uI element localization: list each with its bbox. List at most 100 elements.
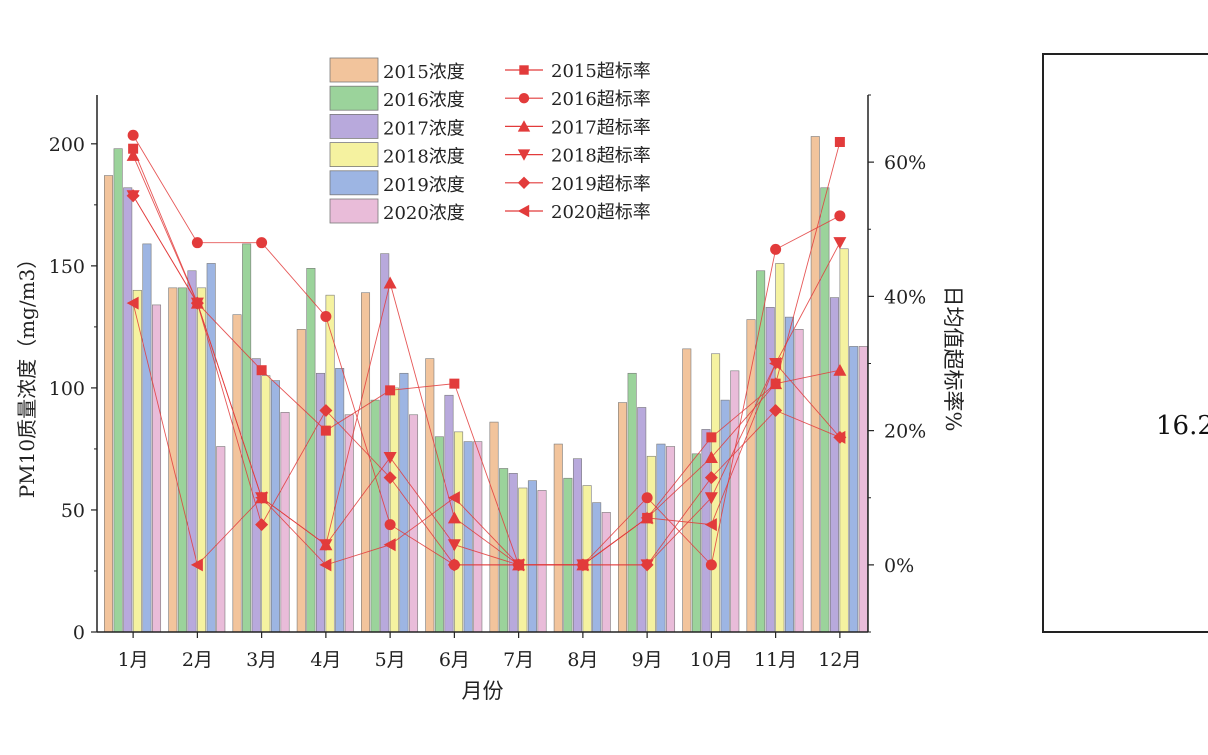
x-tick-label: 7月 <box>503 649 534 671</box>
point <box>256 237 268 249</box>
bar <box>810 136 820 633</box>
point <box>641 492 653 504</box>
bar <box>206 263 216 633</box>
point <box>517 149 531 161</box>
point <box>705 559 717 571</box>
bar <box>849 346 859 633</box>
bar <box>187 270 197 633</box>
right-tick-label: 40% <box>884 286 926 308</box>
point <box>320 311 332 323</box>
legend-label: 2016超标率 <box>551 89 651 110</box>
bar <box>409 414 419 633</box>
bar <box>399 372 409 633</box>
bar <box>691 453 701 633</box>
bar-layer <box>104 136 868 633</box>
point <box>255 491 268 505</box>
point <box>833 363 847 376</box>
point <box>319 558 332 572</box>
legend-label: 2018超标率 <box>551 146 651 167</box>
bar <box>380 253 390 633</box>
point <box>256 365 267 376</box>
legend-label: 2020超标率 <box>551 202 651 223</box>
x-tick-label: 3月 <box>246 649 277 671</box>
bar <box>454 431 464 633</box>
bar <box>508 473 518 633</box>
bar <box>152 304 162 633</box>
bar <box>232 314 242 633</box>
legend-label: 2019超标率 <box>551 174 651 195</box>
bar <box>627 372 637 633</box>
left-tick-label: 150 <box>49 256 85 278</box>
bar <box>216 446 226 633</box>
bar <box>370 399 380 633</box>
right-tick-label: 60% <box>884 152 926 174</box>
x-tick-label: 9月 <box>632 649 663 671</box>
legend-swatch <box>329 198 379 224</box>
point <box>704 450 718 463</box>
point <box>449 378 460 389</box>
point <box>383 451 397 464</box>
side-panel: 16.2 <box>1042 53 1208 633</box>
bar <box>794 329 804 633</box>
legend-swatch <box>329 114 379 139</box>
point <box>383 538 396 552</box>
bar <box>618 402 628 633</box>
point <box>447 511 461 524</box>
point <box>512 558 525 572</box>
bar <box>296 329 306 633</box>
point <box>190 296 204 310</box>
point <box>384 519 396 531</box>
legend-swatch <box>329 170 379 196</box>
point <box>190 558 203 572</box>
point <box>320 425 331 436</box>
point <box>517 120 531 132</box>
bar <box>434 436 444 633</box>
bar <box>113 148 123 633</box>
bar <box>104 175 114 633</box>
point <box>517 204 530 218</box>
legend-swatch <box>329 57 379 83</box>
left-tick-label: 200 <box>49 134 85 156</box>
bar <box>553 443 563 633</box>
point <box>704 492 718 505</box>
bar <box>775 263 785 633</box>
point <box>127 129 139 141</box>
left-axis-title: PM10质量浓度（mg/m3） <box>15 249 39 499</box>
bar <box>682 348 692 633</box>
bar <box>765 307 775 633</box>
legend-label: 2016浓度 <box>383 90 465 111</box>
left-tick-label: 100 <box>49 378 85 400</box>
bar <box>261 375 271 633</box>
bar <box>270 380 280 633</box>
legend-swatch <box>329 85 379 111</box>
point <box>769 377 783 390</box>
bar <box>132 289 142 633</box>
point <box>447 539 461 552</box>
bar <box>746 319 756 633</box>
point <box>447 558 461 572</box>
x-tick-label: 6月 <box>439 649 470 671</box>
x-tick-label: 10月 <box>690 649 733 671</box>
bar <box>242 243 252 633</box>
point <box>834 136 845 147</box>
legend-label: 2019浓度 <box>383 175 465 196</box>
legend-label: 2020浓度 <box>383 203 465 224</box>
bar <box>123 187 133 633</box>
series-line <box>132 195 841 566</box>
bar <box>572 458 582 633</box>
legend-swatch <box>329 142 379 168</box>
point <box>769 403 783 417</box>
bar <box>730 370 740 633</box>
x-tick-label: 1月 <box>118 649 149 671</box>
point <box>126 189 140 203</box>
point <box>517 176 531 189</box>
point <box>576 558 589 572</box>
side-panel-value: 16.2 <box>1156 411 1208 441</box>
point <box>704 471 718 485</box>
bar <box>499 468 509 633</box>
point <box>447 491 460 505</box>
x-tick-label: 8月 <box>567 649 598 671</box>
point <box>383 276 397 289</box>
bar <box>527 480 537 633</box>
bar <box>389 387 399 633</box>
